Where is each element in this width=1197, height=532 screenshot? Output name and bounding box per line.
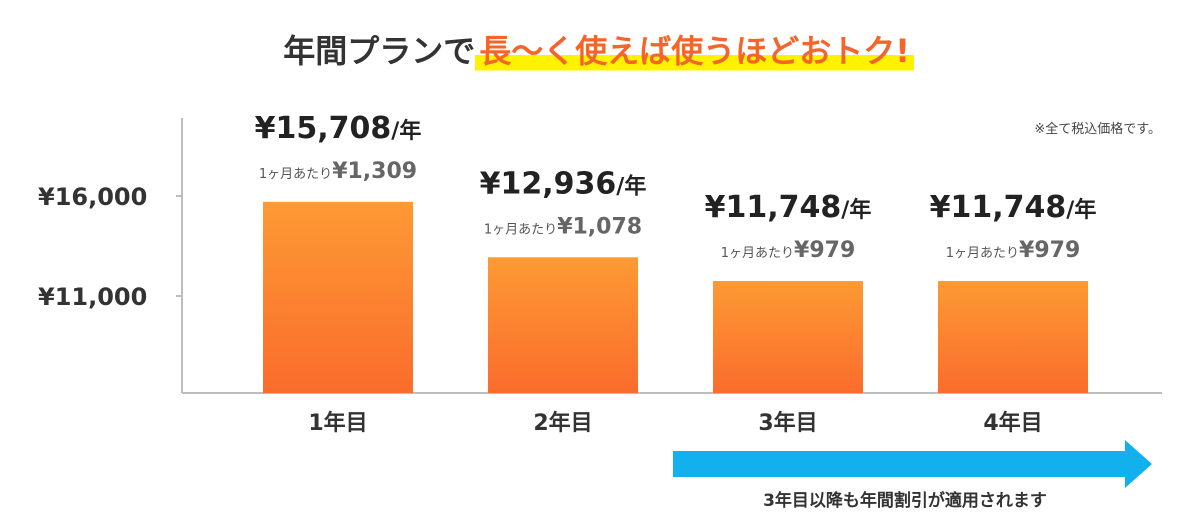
annual-price-label: ¥11,748/年: [930, 190, 1097, 225]
x-tick-label: 2年目: [533, 410, 592, 436]
bar: [713, 281, 863, 393]
monthly-price-value: ¥979: [1019, 238, 1080, 263]
annual-unit: /年: [841, 197, 871, 223]
annual-price-label: ¥12,936/年: [480, 166, 647, 201]
y-tick-label: ¥11,000: [38, 283, 147, 311]
y-tick-label: ¥16,000: [38, 183, 147, 211]
monthly-price-label: 1ヶ月あたり¥979: [721, 238, 856, 263]
x-tick-label: 3年目: [758, 410, 817, 436]
right-arrow-icon: [673, 440, 1152, 488]
monthly-price-value: ¥979: [794, 238, 855, 263]
title-highlight: 長〜く使えば使うほどおトク!: [475, 32, 914, 72]
arrow-caption: 3年目以降も年間割引が適用されます: [763, 491, 1047, 511]
monthly-price-value: ¥1,309: [332, 159, 417, 184]
bar: [938, 281, 1088, 393]
title-lead: 年間プランで: [283, 32, 476, 70]
page-title: 年間プランで 長〜く使えば使うほどおトク!: [0, 26, 1197, 72]
monthly-price-value: ¥1,078: [557, 214, 642, 239]
monthly-price-label: 1ヶ月あたり¥979: [946, 238, 1081, 263]
x-tick-label: 1年目: [308, 410, 367, 436]
monthly-price-label: 1ヶ月あたり¥1,309: [259, 159, 417, 184]
bar: [488, 257, 638, 393]
annual-unit: /年: [616, 173, 646, 199]
bar: [263, 201, 413, 393]
annual-unit: /年: [1066, 197, 1096, 223]
x-tick-label: 4年目: [983, 410, 1042, 436]
annual-price-label: ¥11,748/年: [705, 190, 872, 225]
monthly-price-label: 1ヶ月あたり¥1,078: [484, 214, 642, 239]
tax-note: ※全て税込価格です。: [1034, 122, 1161, 137]
annual-unit: /年: [391, 118, 421, 144]
annual-price-label: ¥15,708/年: [255, 111, 422, 146]
